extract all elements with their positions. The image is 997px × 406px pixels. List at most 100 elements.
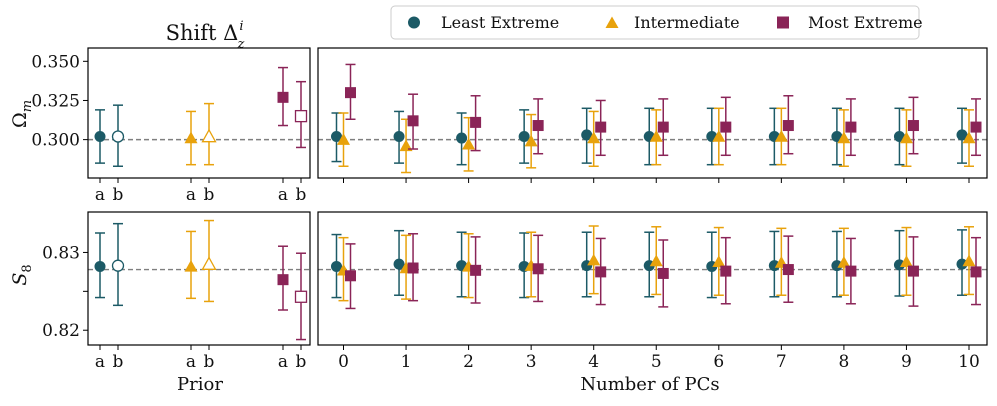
xtick-label-pc: 5 xyxy=(651,352,662,372)
pc-point-omega-least-0 xyxy=(331,130,342,142)
xtick-label-pc: 0 xyxy=(338,352,349,372)
pc-point-s8-most-5 xyxy=(657,267,669,279)
prior-point-omega-least-a xyxy=(94,130,106,142)
xtick-label-prior-s8: b xyxy=(296,352,307,372)
legend-intermediate-marker xyxy=(605,16,619,28)
pc-point-s8-most-7 xyxy=(782,264,794,276)
prior-point-omega-most-a xyxy=(277,91,289,103)
pc-point-s8-most-6 xyxy=(720,265,732,277)
pc-point-omega-intermediate-8 xyxy=(837,131,851,144)
pc-point-omega-intermediate-0 xyxy=(337,133,350,145)
pc-point-omega-most-4 xyxy=(595,121,607,133)
xtick-label-pc: 8 xyxy=(838,352,849,372)
pc-point-omega-least-4 xyxy=(581,129,593,141)
pc-point-omega-least-3 xyxy=(518,130,530,142)
xtick-label-prior-omega: a xyxy=(186,185,196,205)
legend-intermediate-label: Intermediate xyxy=(634,13,740,32)
xtick-label-pc: 2 xyxy=(463,352,474,372)
pc-point-s8-most-3 xyxy=(532,263,544,275)
pc-point-omega-intermediate-2 xyxy=(462,137,476,150)
pc-point-s8-intermediate-6 xyxy=(712,255,726,267)
pc-point-s8-least-10 xyxy=(956,258,968,270)
pc-point-omega-intermediate-6 xyxy=(712,129,726,142)
pc-point-omega-intermediate-5 xyxy=(649,129,663,142)
ytick-label-s8: 0.83 xyxy=(42,243,80,263)
xtick-label-prior-omega: b xyxy=(296,185,307,205)
pc-point-s8-intermediate-5 xyxy=(649,254,663,267)
xtick-label-pc: 7 xyxy=(776,352,787,372)
pc-point-omega-most-5 xyxy=(657,121,669,133)
pc-point-omega-intermediate-4 xyxy=(587,131,601,144)
pc-point-s8-intermediate-9 xyxy=(899,255,913,267)
legend-most-marker xyxy=(777,16,789,29)
ytick-label-omega: 0.300 xyxy=(31,131,80,151)
xtick-label-pc: 10 xyxy=(958,352,980,372)
prior-point-s8-intermediate-a xyxy=(184,259,198,272)
prior-point-omega-intermediate-a xyxy=(184,131,198,144)
xtick-label-prior-s8: b xyxy=(204,352,215,372)
pc-point-s8-least-7 xyxy=(768,260,780,272)
xtick-label-prior-s8: a xyxy=(95,352,105,372)
ylabel-omega: Ωm xyxy=(9,100,35,128)
xtick-label-pc: 1 xyxy=(401,352,412,372)
xtick-label-prior-omega: b xyxy=(204,185,215,205)
prior-point-omega-most-b xyxy=(294,109,308,123)
pc-point-omega-intermediate-3 xyxy=(524,134,538,147)
pc-point-omega-intermediate-10 xyxy=(962,131,976,144)
pc-point-s8-least-0 xyxy=(331,260,342,272)
ytick-label-omega: 0.350 xyxy=(31,52,80,72)
chart-title: Shift Δi z xyxy=(166,19,245,52)
pc-point-omega-least-2 xyxy=(456,132,468,144)
xtick-label-prior-s8: b xyxy=(113,352,124,372)
pc-point-s8-most-2 xyxy=(470,264,482,276)
xtick-label-prior-s8: a xyxy=(278,352,288,372)
pc-point-omega-intermediate-1 xyxy=(399,139,413,152)
pc-point-omega-most-1 xyxy=(407,115,419,127)
pc-point-omega-least-1 xyxy=(393,130,405,142)
ytick-label-s8: 0.82 xyxy=(42,321,80,341)
pc-point-s8-least-9 xyxy=(893,259,905,271)
legend-least-label: Least Extreme xyxy=(441,13,559,32)
xtick-label-prior-omega: a xyxy=(278,185,288,205)
xtick-label-pc: 3 xyxy=(526,352,537,372)
legend: Least Extreme Intermediate Most Extreme xyxy=(390,5,923,40)
pc-point-omega-intermediate-9 xyxy=(899,131,913,144)
axes-frame-pcs-omega xyxy=(317,47,988,179)
pc-point-s8-most-10 xyxy=(970,266,982,278)
xtick-label-pc: 4 xyxy=(588,352,599,372)
prior-point-omega-least-b xyxy=(111,130,125,143)
ytick-label-omega: 0.325 xyxy=(31,91,80,111)
pc-point-s8-intermediate-4 xyxy=(587,253,601,266)
xtick-label-pc: 9 xyxy=(901,352,912,372)
xtick-label-pc: 6 xyxy=(713,352,724,372)
pc-point-omega-most-9 xyxy=(907,120,919,132)
pc-point-omega-intermediate-7 xyxy=(774,129,788,142)
legend-least-marker xyxy=(408,16,420,29)
xtick-label-prior-omega: a xyxy=(95,185,105,205)
prior-point-s8-least-a xyxy=(94,260,106,272)
pc-point-omega-most-0 xyxy=(345,87,356,99)
prior-point-s8-intermediate-b xyxy=(201,256,217,270)
pc-point-s8-intermediate-10 xyxy=(962,254,976,267)
axes-frame-prior-s8 xyxy=(87,211,311,346)
axes-frame-pcs-s8 xyxy=(317,211,988,346)
pc-point-omega-most-7 xyxy=(782,120,794,132)
prior-point-s8-least-b xyxy=(111,259,125,272)
pc-point-s8-most-0 xyxy=(345,270,356,282)
prior-point-omega-intermediate-b xyxy=(201,128,217,143)
xtick-label-prior-omega: b xyxy=(113,185,124,205)
xlabel-pcs: Number of PCs xyxy=(580,374,719,395)
axes-frame-prior-omega xyxy=(87,47,311,179)
pc-point-omega-most-10 xyxy=(970,121,982,133)
legend-most-label: Most Extreme xyxy=(808,13,923,32)
pc-point-s8-intermediate-8 xyxy=(837,256,851,268)
pc-point-omega-most-3 xyxy=(532,120,544,132)
panel-s8: 0.820.83a b a b a b 0 1 2 3 4 5 6 7 8 9 10 xyxy=(42,211,988,372)
pc-point-s8-most-1 xyxy=(407,262,419,274)
pc-point-s8-least-1 xyxy=(393,258,405,270)
xtick-label-prior-s8: a xyxy=(186,352,196,372)
prior-point-s8-most-b xyxy=(294,290,308,303)
